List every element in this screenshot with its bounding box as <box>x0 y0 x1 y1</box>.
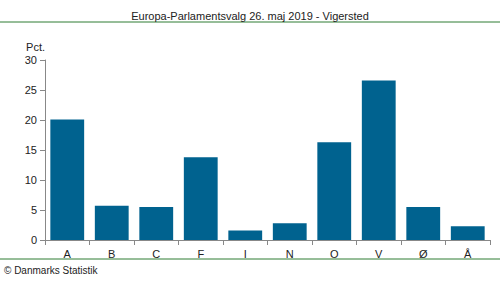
svg-text:I: I <box>244 248 247 260</box>
svg-text:Europa-Parlamentsvalg 26. maj: Europa-Parlamentsvalg 26. maj 2019 - Vig… <box>131 10 369 22</box>
svg-text:Pct.: Pct. <box>26 41 45 53</box>
svg-text:Å: Å <box>464 248 472 260</box>
svg-text:25: 25 <box>25 84 37 96</box>
svg-text:O: O <box>330 248 339 260</box>
svg-text:0: 0 <box>31 234 37 246</box>
svg-text:C: C <box>152 248 160 260</box>
svg-text:15: 15 <box>25 144 37 156</box>
svg-text:© Danmarks Statistik: © Danmarks Statistik <box>4 265 99 276</box>
svg-text:10: 10 <box>25 174 37 186</box>
svg-text:A: A <box>64 248 72 260</box>
svg-text:20: 20 <box>25 114 37 126</box>
svg-text:Ø: Ø <box>419 248 428 260</box>
svg-text:V: V <box>375 248 383 260</box>
svg-text:30: 30 <box>25 54 37 66</box>
svg-text:5: 5 <box>31 204 37 216</box>
svg-text:N: N <box>286 248 294 260</box>
svg-text:F: F <box>197 248 204 260</box>
svg-text:B: B <box>108 248 115 260</box>
